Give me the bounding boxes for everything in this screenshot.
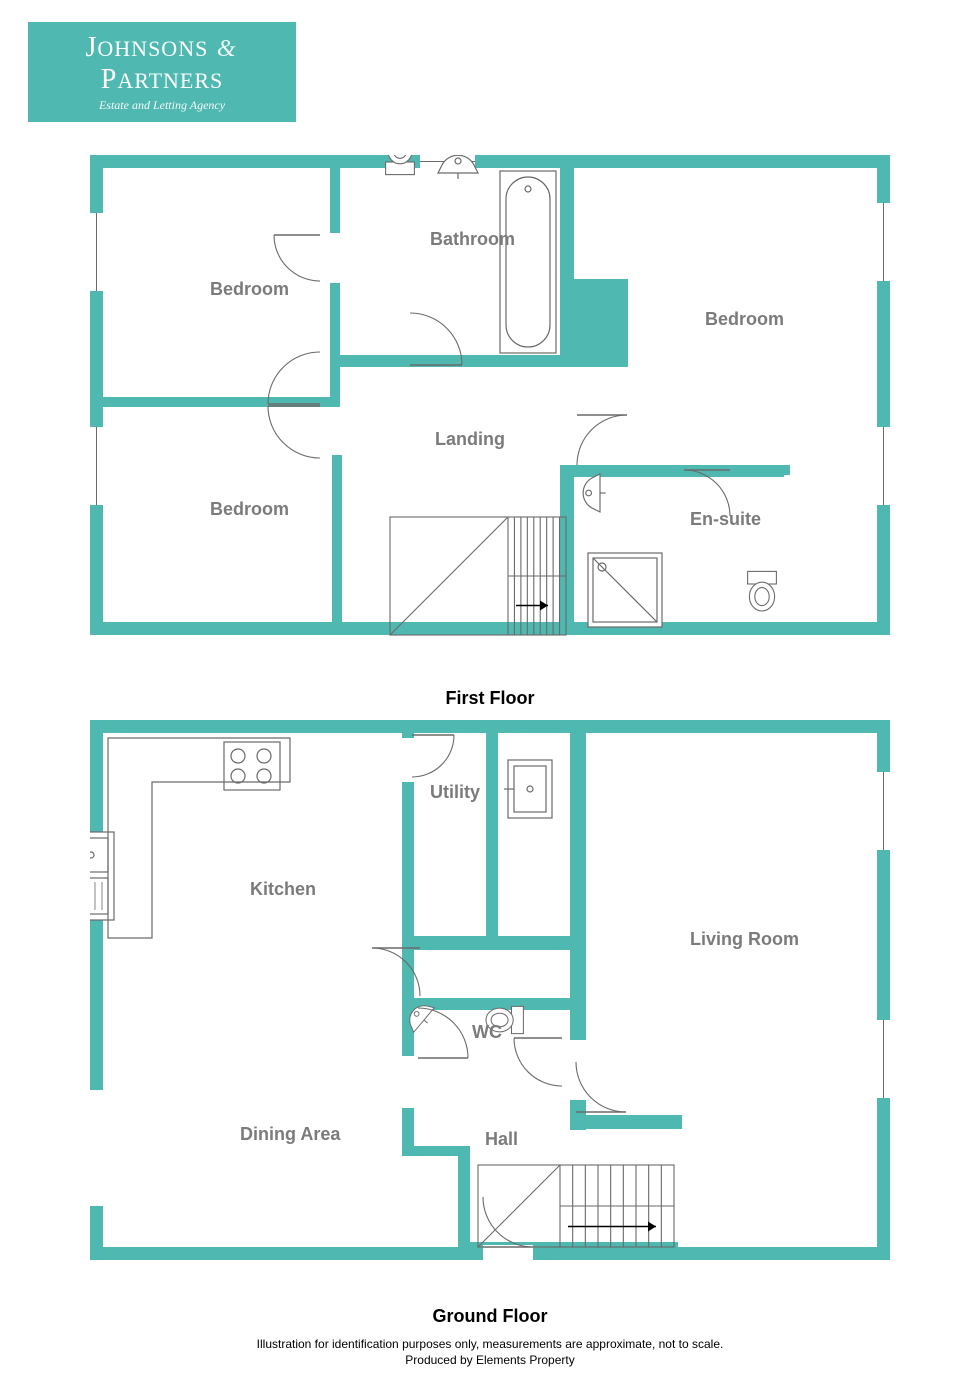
sink1-fixture [504, 760, 552, 818]
hob-fixture [224, 742, 280, 790]
ground-floor-title: Ground Floor [0, 1306, 980, 1327]
room-label: Dining Area [240, 1124, 341, 1144]
room-label: Bedroom [705, 309, 784, 329]
bath-fixture [500, 171, 556, 353]
brand-logo: JOHNSONS & PARTNERS Estate and Letting Ag… [28, 22, 296, 122]
room-label: Living Room [690, 929, 799, 949]
room-label: Hall [485, 1129, 518, 1149]
sink2-fixture [90, 832, 114, 920]
room-label: WC [472, 1022, 502, 1042]
disclaimer-text: Illustration for identification purposes… [0, 1336, 980, 1368]
brand-subtitle: Estate and Letting Agency [99, 98, 225, 113]
room-label: En-suite [690, 509, 761, 529]
room-label: Bedroom [210, 499, 289, 519]
toilet-fixture [386, 155, 415, 175]
basin-fixture [583, 474, 606, 512]
first-floor-title: First Floor [0, 688, 980, 709]
brand-title: JOHNSONS & PARTNERS [28, 32, 296, 96]
room-label: Bedroom [210, 279, 289, 299]
ground-floor-plan: Kitchen Utility Dining Area WC Hall Living Ro… [90, 720, 890, 1285]
first-floor-plan: Bedroom Bedroom Bathroom Landing Bedroom En-s… [90, 155, 890, 675]
disclaimer-line1: Illustration for identification purposes… [257, 1337, 724, 1351]
disclaimer-line2: Produced by Elements Property [405, 1353, 574, 1367]
room-label: Utility [430, 782, 480, 802]
shower-fixture [588, 553, 662, 627]
room-label: Kitchen [250, 879, 316, 899]
room-label: Bathroom [430, 229, 515, 249]
room-label: Landing [435, 429, 505, 449]
toilet-fixture [748, 571, 777, 611]
